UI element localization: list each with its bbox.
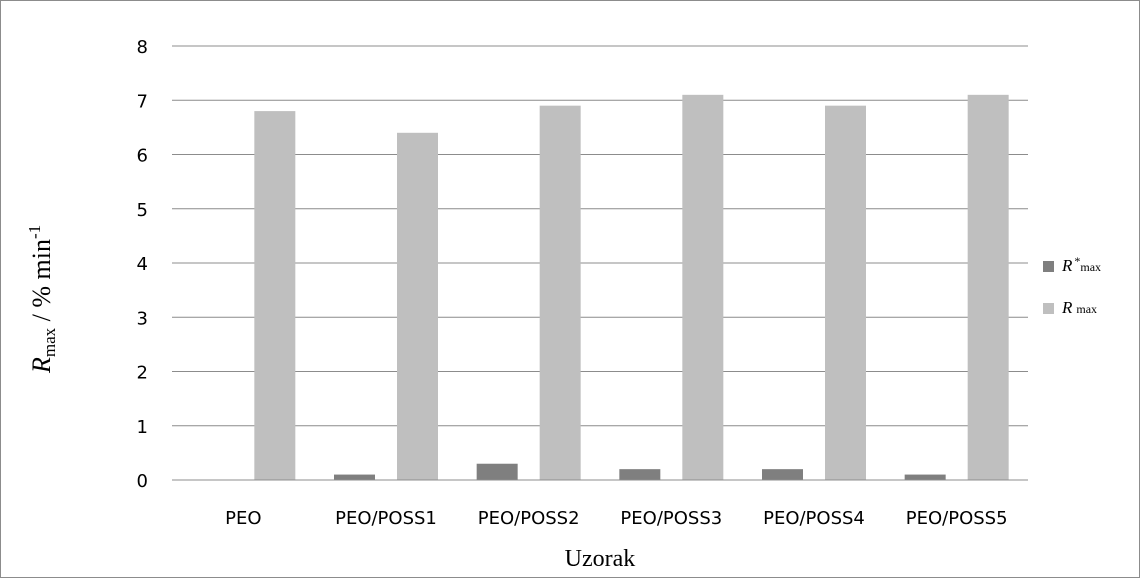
y-tick-label: 6 (137, 146, 148, 167)
y-tick-label: 3 (137, 308, 148, 329)
y-tick-label: 0 (137, 471, 148, 492)
x-tick-labels: PEO PEO/POSS1 PEO/POSS2 PEO/POSS3 PEO/POSS4 P… (225, 508, 1007, 529)
x-tick-label: PEO (225, 508, 261, 529)
bar-r-max (397, 133, 438, 480)
y-tick-label: 4 (137, 254, 148, 275)
legend-swatch-r-max (1043, 303, 1054, 314)
y-axis-title-main: R (27, 357, 56, 374)
y-axis-title-sup: -1 (25, 225, 44, 239)
y-tick-label: 5 (137, 200, 148, 221)
y-axis-title-rest: / % min (27, 239, 56, 328)
bars (254, 95, 1008, 480)
x-axis-title: Uzorak (565, 546, 636, 572)
bar-r-max (968, 95, 1009, 480)
x-tick-label: PEO/POSS5 (906, 508, 1008, 529)
bar-r-star-max (905, 475, 946, 480)
legend-swatch-r-star-max (1043, 261, 1054, 272)
y-tick-label: 7 (137, 91, 148, 112)
x-tick-label: PEO/POSS1 (335, 508, 437, 529)
bar-r-max (825, 106, 866, 480)
bar-r-max (682, 95, 723, 480)
bar-r-star-max (334, 475, 375, 480)
x-tick-label: PEO/POSS3 (620, 508, 722, 529)
x-tick-label: PEO/POSS2 (478, 508, 580, 529)
bar-r-star-max (762, 469, 803, 480)
legend-label-r-star-max: R *max (1061, 254, 1101, 275)
x-tick-label: PEO/POSS4 (763, 508, 865, 529)
bar-r-max (254, 111, 295, 480)
bar-r-star-max (619, 469, 660, 480)
bar-r-max (540, 106, 581, 480)
bar-r-star-max (477, 464, 518, 480)
y-axis-title-sub: max (40, 327, 59, 357)
y-axis-title: Rmax / % min-1 (25, 225, 59, 374)
y-tick-label: 2 (137, 363, 148, 384)
gridlines (172, 46, 1028, 426)
y-tick-label: 1 (137, 417, 148, 438)
y-tick-labels: 0 1 2 3 4 5 6 7 8 (137, 37, 148, 492)
y-tick-label: 8 (137, 37, 148, 58)
